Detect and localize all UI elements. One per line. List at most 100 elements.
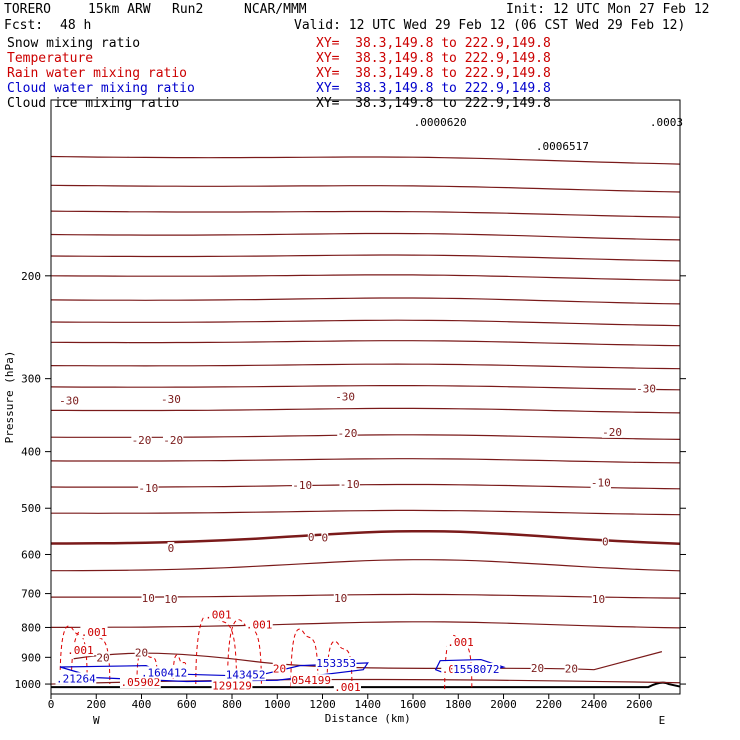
isotherm-line <box>50 340 681 347</box>
rain-contour <box>444 635 473 690</box>
temperature-label-bg <box>160 392 182 405</box>
isotherm-line <box>50 155 681 165</box>
rain-label: .001 <box>67 644 94 657</box>
cloud-water-label: .160412 <box>141 666 187 679</box>
isotherm-line <box>51 529 681 545</box>
rain-label-bg <box>245 618 273 631</box>
x-tick-label: 400 <box>132 698 152 711</box>
temperature-label: 0 <box>308 531 315 544</box>
x-tick-label: 1800 <box>445 698 472 711</box>
temperature-label-bg <box>601 425 623 438</box>
temperature-label-bg <box>530 661 545 674</box>
cloud-water-label-bg <box>452 662 501 675</box>
temperature-label: -20 <box>602 426 622 439</box>
rain-contour <box>70 628 111 685</box>
x-tick-label: 0 <box>48 698 55 711</box>
isotherm-line <box>51 407 681 414</box>
rain-label-bg <box>66 644 95 657</box>
temperature-label: 20 <box>135 646 148 659</box>
snow-ice-label: .0003 <box>650 116 683 129</box>
cloud-water-label-bg <box>140 666 188 679</box>
temperature-label: -30 <box>59 395 79 408</box>
field-label-rain: Rain water mixing ratio <box>7 66 188 81</box>
y-tick-label: 800 <box>21 621 41 634</box>
rain-label: .001 <box>447 636 474 649</box>
field-label-cloud-ice: Cloud ice mixing ratio <box>7 96 180 111</box>
isotherm-line <box>51 621 681 629</box>
isotherm-line <box>50 184 681 193</box>
temperature-label: -30 <box>335 391 355 404</box>
field-xy-rain: XY= 38.3,149.8 to 222.9,149.8 <box>316 66 551 81</box>
temperature-label-bg <box>635 382 657 395</box>
cloud-water-label: 1558072 <box>453 663 499 676</box>
rain-label: 20 <box>273 662 286 675</box>
temperature-label-bg <box>167 542 175 555</box>
temperature-label-bg <box>138 482 159 495</box>
x-tick-label: 2400 <box>581 698 608 711</box>
temperature-label-bg <box>96 651 110 664</box>
temperature-label: 10 <box>334 592 347 605</box>
snow-ice-label-bg <box>535 140 590 153</box>
temperature-label-bg <box>334 390 356 403</box>
isotherm-line <box>50 434 681 440</box>
rain-label: .001 <box>246 618 273 631</box>
center-label: NCAR/MMM <box>244 2 307 17</box>
isotherm-line <box>50 210 681 218</box>
temperature-label: 0 <box>602 535 609 548</box>
isotherm-line <box>50 385 681 391</box>
rain-label-bg <box>80 626 108 639</box>
x-tick-label: 1400 <box>355 698 382 711</box>
x-tick-label: 600 <box>177 698 197 711</box>
temperature-label: -10 <box>138 482 158 495</box>
temperature-label: -20 <box>163 434 183 447</box>
x-tick-label: 1600 <box>400 698 427 711</box>
isotherm-line <box>50 319 681 327</box>
x-tick-label: 1000 <box>264 698 291 711</box>
cloud-water-label: 143452 <box>226 668 266 681</box>
rain-label-bg <box>272 662 287 675</box>
temperature-label-bg <box>590 476 612 489</box>
rain-label-bg <box>290 674 332 687</box>
y-tick-label: 900 <box>21 651 41 664</box>
temperature-label: -10 <box>340 478 360 491</box>
temperature-label-bg <box>307 530 315 543</box>
temperature-label-bg <box>291 478 313 491</box>
temperature-label: 0 <box>321 531 328 544</box>
x-tick-label: 2000 <box>490 698 517 711</box>
y-tick-label: 700 <box>21 588 41 601</box>
field-label-temperature: Temperature <box>7 51 94 66</box>
temperature-label: 10 <box>592 593 605 606</box>
temperature-label-bg <box>141 591 156 604</box>
cloud-water-label-bg <box>315 656 357 669</box>
rain-label-bg <box>204 608 233 621</box>
temperature-label-bg <box>339 477 360 490</box>
cloud-water-label-bg <box>55 672 97 685</box>
temperature-label-bg <box>164 592 178 605</box>
init-time: Init: 12 UTC Mon 27 Feb 12 <box>506 2 710 17</box>
rain-contour <box>172 654 188 679</box>
rain-label-bg <box>119 676 161 689</box>
model-name: TORERO <box>4 2 51 17</box>
rain-contour <box>195 612 238 685</box>
plot-frame <box>50 99 681 695</box>
y-tick-label: 400 <box>21 446 41 459</box>
west-endpoint-label: W <box>93 714 100 727</box>
temperature-label: -10 <box>591 477 611 490</box>
temperature-label: 0 <box>168 542 175 555</box>
snow-ice-label-bg <box>649 115 684 128</box>
forecast-label: Fcst: <box>4 18 44 33</box>
forecast-hour: 48 h <box>60 18 92 33</box>
isotherm-line <box>50 297 681 305</box>
temperature-label-bg <box>162 433 184 446</box>
temperature-label: -20 <box>132 434 152 447</box>
temperature-label-bg <box>134 646 149 659</box>
rain-label: .001 <box>205 608 232 621</box>
x-tick-label: 2200 <box>536 698 563 711</box>
y-tick-label: 1000 <box>15 678 42 691</box>
temperature-label: 20 <box>96 651 109 664</box>
field-label-snow: Snow mixing ratio <box>7 36 141 51</box>
y-tick-label: 200 <box>21 270 41 283</box>
y-tick-label: 500 <box>21 502 41 515</box>
x-tick-label: 2600 <box>626 698 653 711</box>
